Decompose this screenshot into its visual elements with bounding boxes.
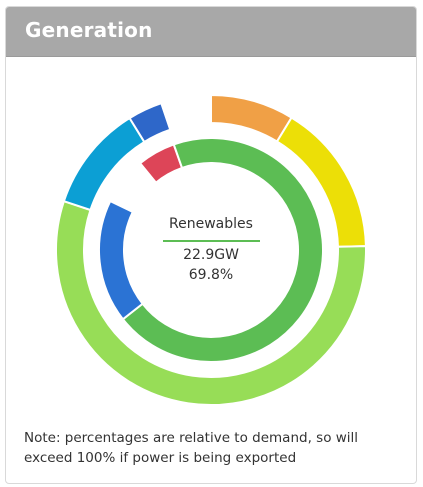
outer-ring-segment-4[interactable] <box>62 116 146 212</box>
outer-ring-segment-3[interactable] <box>55 199 367 406</box>
panel-header: Generation <box>6 7 416 57</box>
outer-ring-segment-5[interactable] <box>128 101 172 144</box>
center-value: 22.9GW <box>183 247 239 263</box>
note-text: Note: percentages are relative to demand… <box>24 430 359 466</box>
center-percent: 69.8% <box>188 267 234 283</box>
inner-ring-segment-3[interactable] <box>98 199 144 321</box>
inner-ring-segment-2[interactable] <box>121 137 324 363</box>
panel-title: Generation <box>25 18 153 42</box>
outer-ring-segment-1[interactable] <box>210 93 293 143</box>
center-divider <box>163 240 260 242</box>
center-category-label: Renewables <box>169 216 253 232</box>
